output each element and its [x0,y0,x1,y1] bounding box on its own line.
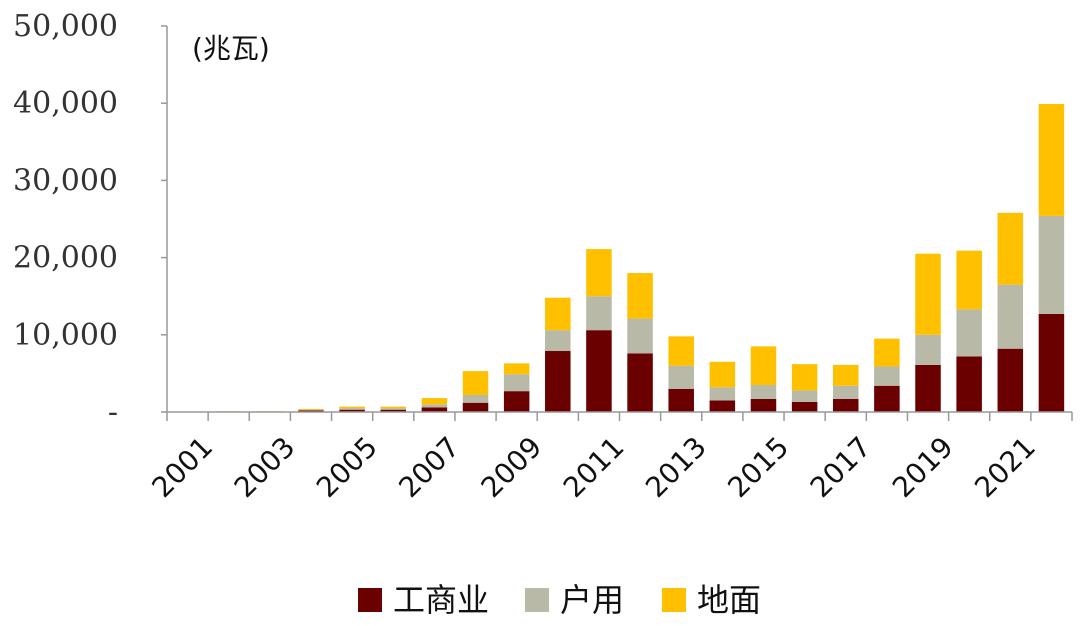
bar-segment-2022-s0 [1038,313,1065,412]
bar-segment-2013-s2 [668,336,694,366]
bars [215,103,1065,412]
bar-segment-2004-s0 [298,410,324,412]
y-axis: - 10,000 20,000 30,000 40,000 50,000 [13,9,168,430]
bar-segment-2008-s1 [462,395,489,403]
x-tick-label: 2003 [228,430,302,504]
bar-segment-2016-s1 [791,390,818,402]
legend-swatch [525,588,549,612]
bar-segment-2017-s0 [832,398,859,412]
bar-segment-2007-s2 [421,398,448,405]
x-tick-label: 2015 [721,430,795,504]
bar-segment-2021-s0 [997,348,1024,412]
unit-label: (兆瓦) [192,32,270,65]
bar-segment-2009-s2 [503,363,530,375]
bar-segment-2015-s0 [750,398,777,412]
x-tick-label: 2009 [475,430,549,504]
x-tick-label: 2001 [145,430,219,504]
legend-label: 工商业 [393,581,489,619]
bar-segment-2016-s2 [791,364,818,391]
bar-segment-2015-s2 [750,346,777,385]
bar-segment-2018-s0 [874,385,900,412]
y-tick-label: - [108,395,118,430]
bar-segment-2013-s0 [668,388,694,412]
bar-segment-2006-s2 [380,406,407,409]
bar-segment-2009-s0 [503,391,530,412]
x-tick-label: 2019 [886,430,960,504]
bar-segment-2018-s2 [874,338,900,367]
bar-segment-2013-s1 [668,365,694,389]
bar-segment-2020-s0 [956,356,982,412]
x-tick-label: 2005 [310,430,384,504]
bar-segment-2020-s1 [956,309,982,357]
y-tick-label: 30,000 [13,163,118,198]
y-tick-label: 50,000 [13,9,118,44]
bar-segment-2020-s2 [956,250,982,310]
bar-segment-2005-s0 [339,409,365,412]
x-tick-label: 2017 [804,430,878,504]
bar-segment-2019-s1 [915,334,941,365]
bar-segment-2022-s1 [1038,215,1065,314]
x-tick-label: 2021 [968,430,1042,504]
bar-segment-2010-s2 [545,297,571,331]
bar-segment-2004-s1 [298,409,324,411]
bar-segment-2011-s1 [586,296,612,331]
bar-segment-2008-s0 [462,402,489,412]
bar-segment-2014-s1 [709,387,736,401]
x-tick-label: 2011 [557,430,631,504]
bar-segment-2011-s0 [586,330,612,412]
y-tick-label: 10,000 [13,318,118,353]
bar-segment-2016-s0 [791,401,818,412]
legend-swatch [358,588,382,612]
bar-segment-2019-s2 [915,253,941,335]
legend-label: 户用 [560,581,624,619]
legend: 工商业 户用 地面 [358,581,761,619]
bar-segment-2021-s1 [997,284,1024,349]
bar-segment-2006-s0 [380,409,407,412]
bar-segment-2018-s1 [874,366,900,386]
x-tick-label: 2013 [639,430,713,504]
bar-segment-2011-s2 [586,249,612,297]
legend-swatch [662,588,686,612]
bar-segment-2009-s1 [503,374,530,392]
y-tick-label: 20,000 [13,241,118,276]
bar-segment-2015-s1 [750,384,777,399]
bar-segment-2005-s1 [339,408,365,410]
bar-segment-2005-s2 [339,406,365,409]
bar-segment-2022-s2 [1038,103,1065,216]
bar-segment-2012-s2 [627,273,653,319]
legend-label: 地面 [697,581,761,619]
bar-segment-2017-s1 [832,385,859,399]
bar-segment-2006-s1 [380,408,407,410]
x-tick-label: 2007 [392,430,466,504]
bar-segment-2012-s1 [627,318,653,354]
x-axis: 2001 2003 2005 2007 2009 2011 2013 2015 2017 2019… [145,411,1073,504]
bar-segment-2017-s2 [832,364,859,386]
bar-segment-2010-s0 [545,351,571,412]
bar-segment-2012-s0 [627,353,653,412]
bar-segment-2019-s0 [915,364,941,412]
bar-segment-2021-s2 [997,212,1024,285]
bar-segment-2007-s0 [421,407,448,412]
bar-segment-2004-s2 [298,408,324,410]
y-tick-label: 40,000 [13,86,118,121]
bar-segment-2014-s2 [709,361,736,388]
bar-segment-2010-s1 [545,330,571,352]
bar-segment-2008-s2 [462,371,489,396]
bar-segment-2014-s0 [709,400,736,412]
bar-segment-2007-s1 [421,404,448,408]
